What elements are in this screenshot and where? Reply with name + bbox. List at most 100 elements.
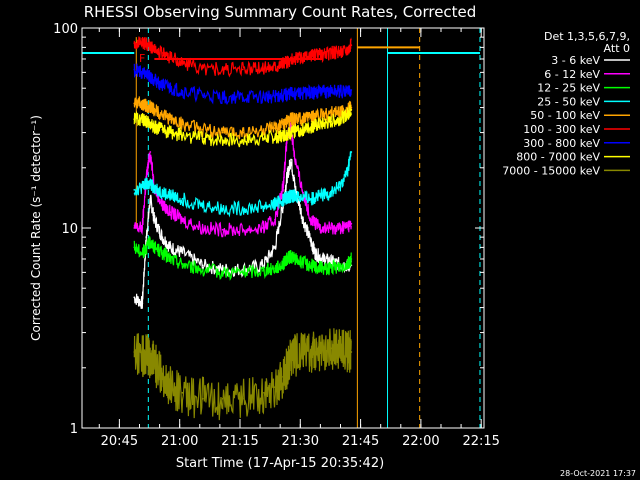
data-point <box>302 92 304 95</box>
data-point <box>149 183 152 186</box>
data-point <box>350 108 353 111</box>
data-point <box>161 128 164 131</box>
data-point <box>314 114 317 117</box>
data-point <box>310 126 312 128</box>
data-point <box>274 218 276 221</box>
flag-label: F <box>139 52 145 65</box>
x-tick-label-2: 21:15 <box>221 434 258 449</box>
data-point <box>290 92 292 95</box>
data-point <box>153 362 156 365</box>
data-point <box>286 93 288 96</box>
data-point <box>290 358 292 361</box>
data-point <box>290 194 292 197</box>
data-point <box>330 112 333 115</box>
data-point <box>161 236 164 239</box>
data-point <box>310 197 312 200</box>
data-point <box>302 191 304 194</box>
x-tick-label-0: 20:45 <box>101 434 138 449</box>
data-point <box>282 61 284 64</box>
data-point <box>262 227 264 229</box>
data-point <box>201 128 204 131</box>
series-1 <box>133 122 353 238</box>
series-line-5 <box>133 36 352 78</box>
data-point <box>302 218 304 221</box>
data-point <box>141 354 144 357</box>
data-point <box>221 268 224 271</box>
data-point <box>282 263 284 265</box>
legend-label-2: 12 - 25 keV <box>537 82 600 95</box>
legend-label-3: 25 - 50 keV <box>537 95 600 108</box>
data-point <box>310 264 312 267</box>
data-point <box>241 207 244 210</box>
data-point <box>141 186 144 189</box>
data-point <box>294 158 296 161</box>
data-point <box>310 91 312 94</box>
data-point <box>350 151 353 153</box>
data-point <box>282 123 284 126</box>
data-point <box>241 271 244 274</box>
data-point <box>161 376 164 378</box>
data-point <box>161 83 164 86</box>
data-point <box>310 241 312 244</box>
data-point <box>282 199 284 201</box>
data-point <box>330 260 333 263</box>
data-point <box>346 90 349 92</box>
data-point <box>274 386 276 389</box>
data-point <box>201 204 204 207</box>
data-point <box>262 96 264 99</box>
data-point <box>145 183 148 186</box>
data-point <box>169 211 172 214</box>
data-point <box>181 263 184 265</box>
y-axis-label: Corrected Count Rate (s⁻¹ detector⁻¹) <box>29 115 43 341</box>
data-point <box>149 123 152 126</box>
data-point <box>322 347 325 350</box>
data-point <box>294 258 296 260</box>
data-point <box>149 358 152 361</box>
data-point <box>282 134 284 137</box>
x-tick-label-3: 21:30 <box>282 434 319 449</box>
data-point <box>274 136 276 138</box>
data-point <box>330 227 333 229</box>
data-point <box>149 241 152 244</box>
data-point <box>181 218 184 221</box>
data-point <box>133 68 136 71</box>
data-point <box>294 186 296 189</box>
data-point <box>149 151 152 153</box>
legend-label-1: 6 - 12 keV <box>544 68 600 81</box>
series-7 <box>133 104 353 148</box>
data-point <box>338 265 341 268</box>
x-axis-label: Start Time (17-Apr-15 20:35:42) <box>176 456 384 471</box>
data-point <box>274 246 276 249</box>
data-point <box>133 296 136 299</box>
data-point <box>262 130 264 133</box>
data-point <box>133 118 136 121</box>
data-point <box>330 267 333 269</box>
data-point <box>149 197 152 200</box>
data-point <box>322 267 325 269</box>
x-tick-label-6: 22:15 <box>462 434 499 449</box>
data-point <box>161 113 164 116</box>
data-point <box>169 258 172 260</box>
data-point <box>169 131 172 134</box>
data-point <box>322 227 325 229</box>
data-point <box>153 108 156 111</box>
data-point <box>338 347 341 350</box>
data-point <box>314 252 317 254</box>
data-point <box>181 90 184 93</box>
data-point <box>221 139 224 142</box>
series-2 <box>133 236 353 281</box>
data-point <box>286 176 288 178</box>
data-point <box>262 205 264 208</box>
data-point <box>221 131 224 134</box>
data-point <box>201 397 204 400</box>
data-point <box>346 171 349 174</box>
data-point <box>201 227 204 229</box>
data-point <box>201 94 204 97</box>
data-point <box>153 186 156 189</box>
data-point <box>153 246 156 249</box>
data-point <box>133 102 136 105</box>
data-point <box>181 123 184 126</box>
data-point <box>145 246 148 249</box>
data-point <box>221 96 224 99</box>
data-point <box>145 104 148 107</box>
